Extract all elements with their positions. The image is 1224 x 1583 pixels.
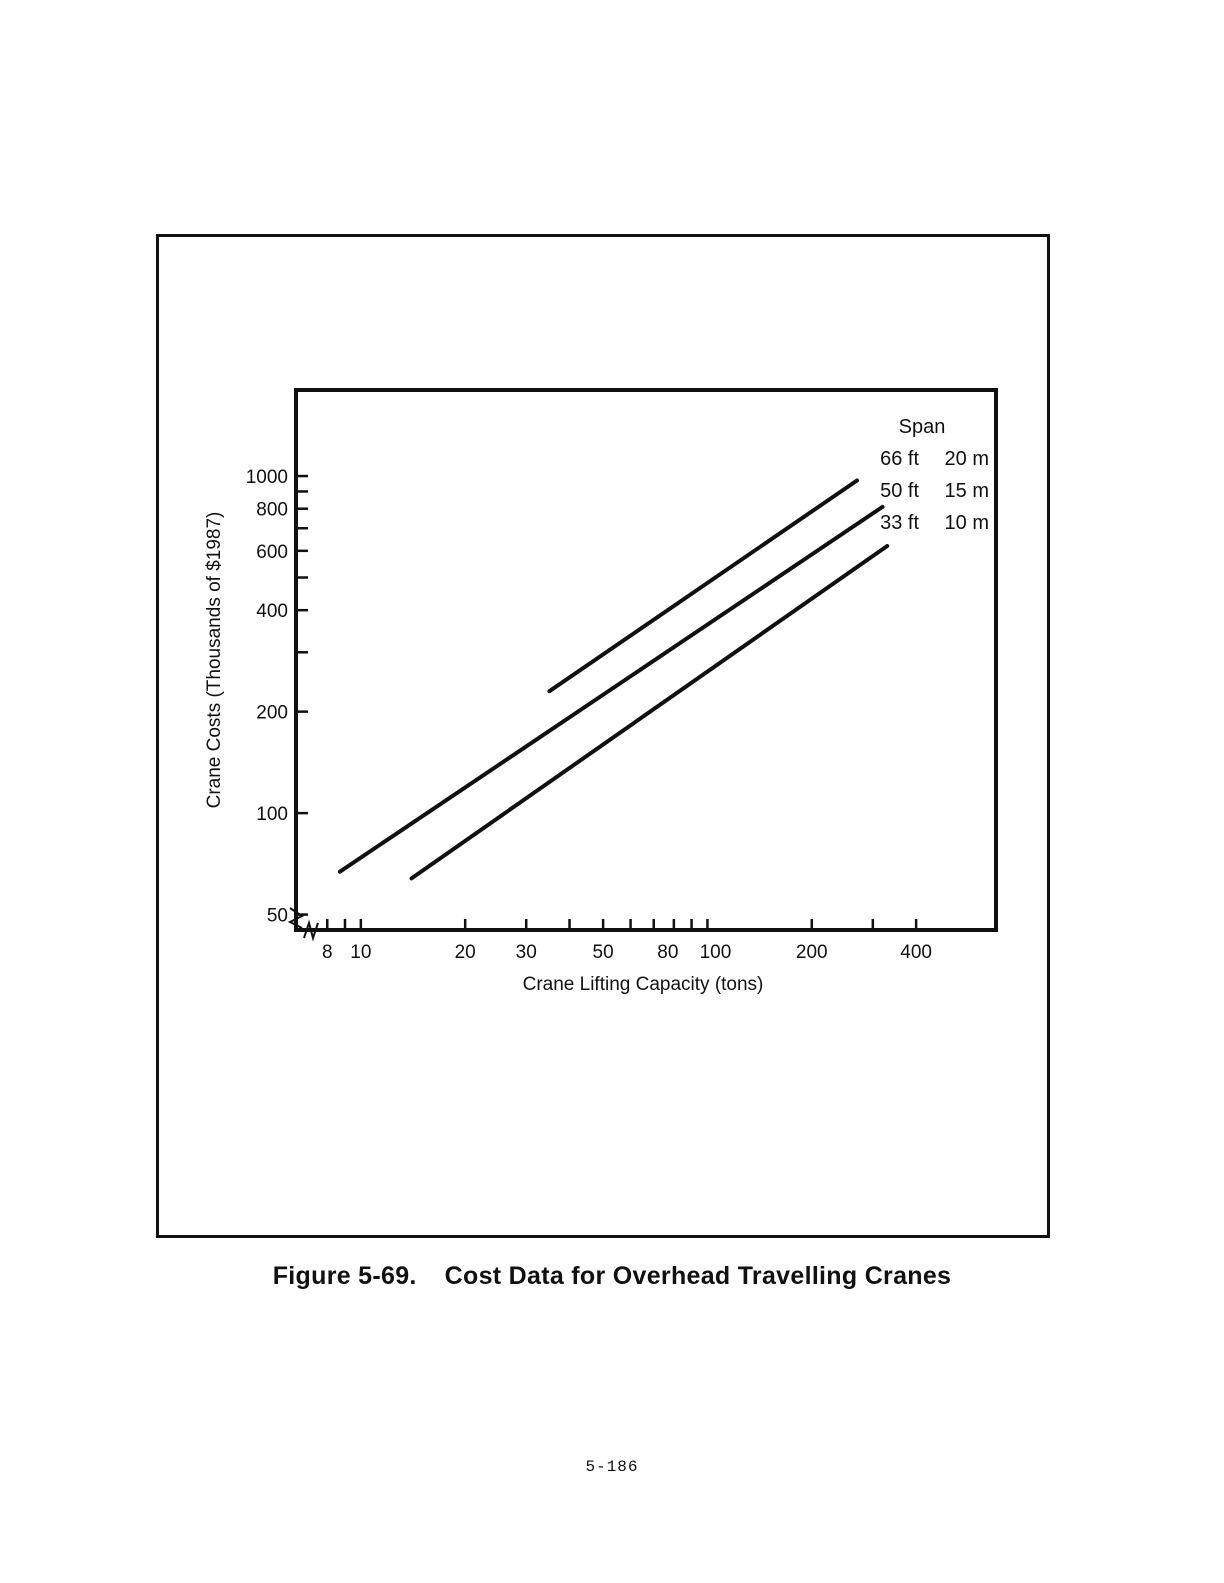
legend-entry-m: 10 m <box>945 512 989 534</box>
legend-entry-m: 20 m <box>945 448 989 470</box>
x-axis-title: Crane Lifting Capacity (tons) <box>523 974 764 995</box>
x-tick-label: 80 <box>657 942 678 963</box>
x-tick-label: 10 <box>350 942 371 963</box>
figure-frame <box>156 234 1050 1238</box>
figure-number: Figure 5-69. <box>272 1262 417 1290</box>
page-number: 5-186 <box>585 1458 639 1476</box>
y-axis-break-mark <box>287 907 304 929</box>
figure-title: Cost Data for Overhead Travelling Cranes <box>444 1262 952 1290</box>
y-tick-label: 100 <box>256 804 288 825</box>
legend-entry-ft: 66 ft <box>880 448 919 470</box>
figure-caption: Figure 5-69. Cost Data for Overhead Trave… <box>0 1262 1224 1291</box>
y-tick-label: 50 <box>267 906 288 927</box>
y-tick-label: 600 <box>256 542 288 563</box>
legend-entry-m: 15 m <box>945 480 989 502</box>
x-tick-label: 400 <box>900 942 932 963</box>
x-axis-break-mark <box>303 919 319 942</box>
plot-area-border <box>294 388 998 932</box>
y-tick-label: 400 <box>256 601 288 622</box>
series-line-2 <box>337 504 885 874</box>
series-line-3 <box>409 544 890 881</box>
legend-entry-ft: 33 ft <box>880 512 919 534</box>
x-tick-label: 8 <box>322 942 333 963</box>
series-line-1 <box>547 478 859 694</box>
y-tick-label: 200 <box>256 703 288 724</box>
x-tick-label: 200 <box>796 942 828 963</box>
x-tick-label: 30 <box>516 942 537 963</box>
legend-title: Span <box>899 416 946 438</box>
y-axis-title: Crane Costs (Thousands of $1987) <box>204 512 225 809</box>
legend-entry-ft: 50 ft <box>880 480 919 502</box>
y-tick-label: 1000 <box>246 467 288 488</box>
x-tick-label: 20 <box>455 942 476 963</box>
x-tick-label: 50 <box>593 942 614 963</box>
x-tick-label: 100 <box>700 942 732 963</box>
y-tick-label: 800 <box>256 500 288 521</box>
